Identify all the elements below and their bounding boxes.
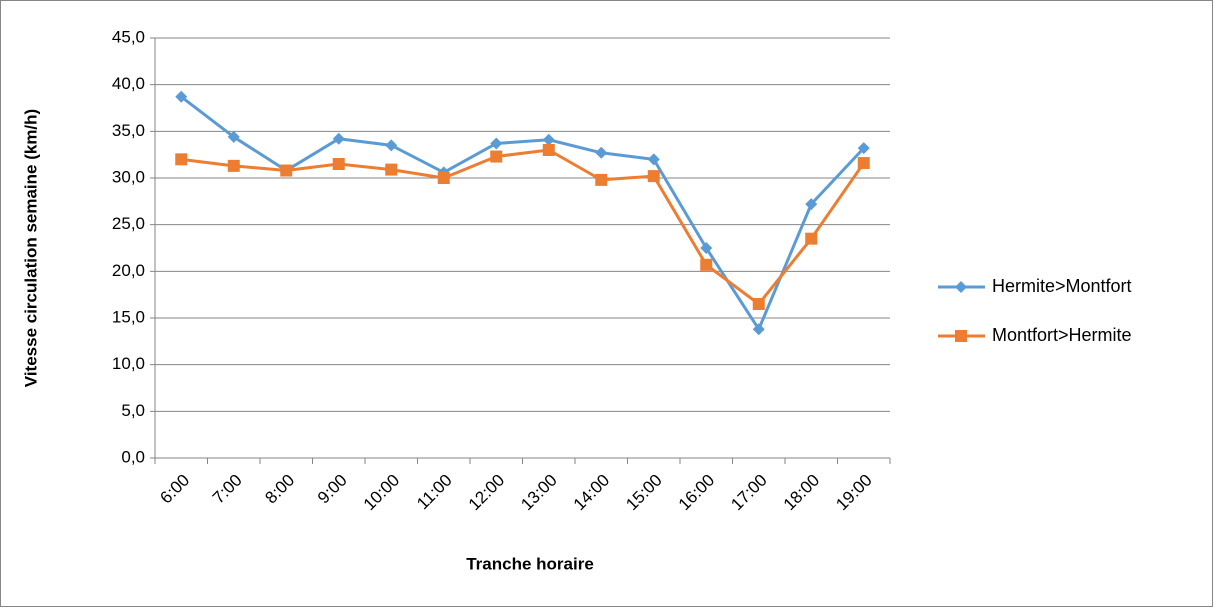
point bbox=[542, 133, 555, 146]
y-tick-label: 5,0 bbox=[121, 401, 145, 420]
point bbox=[857, 142, 870, 155]
point bbox=[595, 146, 608, 159]
point bbox=[437, 172, 450, 184]
point bbox=[332, 158, 345, 170]
point bbox=[595, 173, 608, 186]
y-tick-label: 15,0 bbox=[112, 307, 145, 326]
y-tick-label: 35,0 bbox=[112, 121, 145, 140]
y-axis-label: Vitesse circulation semaine (km/h) bbox=[21, 109, 40, 387]
point bbox=[490, 150, 503, 163]
y-tick-label: 20,0 bbox=[112, 261, 145, 280]
y-tick-label: 10,0 bbox=[112, 354, 145, 373]
point bbox=[175, 153, 188, 166]
point bbox=[227, 159, 240, 172]
line bbox=[181, 148, 865, 306]
y-tick-label: 25,0 bbox=[112, 214, 145, 233]
legend-marker bbox=[955, 281, 967, 293]
y-tick-label: 0,0 bbox=[121, 447, 145, 466]
y-tick-label: 30,0 bbox=[112, 167, 145, 186]
legend-label: Hermite>Montfort bbox=[992, 276, 1132, 296]
point bbox=[385, 163, 398, 176]
point bbox=[542, 144, 555, 156]
point bbox=[752, 298, 765, 310]
point bbox=[805, 198, 818, 211]
point bbox=[700, 242, 713, 254]
point bbox=[752, 323, 765, 336]
line bbox=[180, 95, 865, 331]
point bbox=[700, 258, 713, 271]
point bbox=[647, 170, 660, 183]
legend-marker bbox=[955, 330, 967, 342]
point bbox=[385, 139, 398, 152]
point bbox=[332, 132, 345, 145]
point bbox=[857, 157, 870, 170]
point bbox=[647, 153, 660, 166]
point bbox=[280, 164, 293, 177]
y-tick-label: 40,0 bbox=[112, 74, 145, 93]
x-axis-label: Tranche horaire bbox=[466, 554, 594, 573]
point bbox=[175, 90, 188, 103]
point bbox=[490, 137, 503, 150]
point bbox=[805, 232, 818, 245]
y-tick-label: 45,0 bbox=[112, 27, 145, 46]
point bbox=[227, 130, 240, 143]
legend-label: Montfort>Hermite bbox=[992, 325, 1132, 345]
